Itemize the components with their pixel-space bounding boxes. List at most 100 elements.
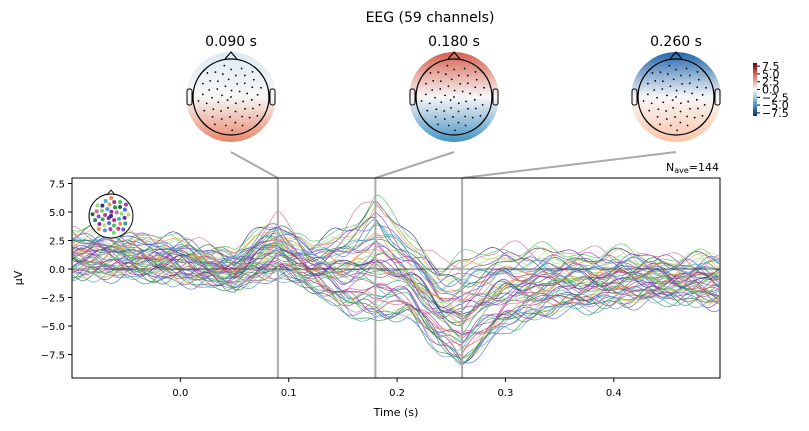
sensor-dot — [434, 115, 437, 118]
inset-sensor-dot — [118, 205, 123, 210]
sensor-dot — [666, 94, 668, 97]
inset-sensor-dot — [105, 206, 110, 211]
sensor-dot — [424, 93, 427, 96]
colorbar-tick-label: 0.0 — [762, 84, 780, 97]
sensor-dot — [209, 79, 212, 82]
inset-sensor-dot — [112, 199, 117, 204]
sensor-dot — [661, 80, 664, 83]
sensor-dot — [238, 90, 241, 93]
sensor-dot — [469, 92, 472, 95]
sensor-dot — [240, 67, 243, 70]
sensor-dot — [252, 78, 255, 81]
inset-sensor-dot — [100, 203, 105, 208]
sensor-dot — [656, 115, 659, 118]
sensor-dot — [420, 100, 423, 102]
x-axis-label: Time (s) — [373, 406, 419, 419]
sensor-dot — [248, 116, 251, 119]
sensor-dot — [656, 96, 659, 99]
sensor-dot — [217, 101, 220, 104]
sensor-dot — [666, 73, 669, 76]
channel-trace — [72, 201, 720, 269]
sensor-dot — [454, 129, 457, 132]
sensor-dot — [474, 70, 477, 73]
sensor-dot — [244, 107, 246, 110]
sensor-dot — [256, 114, 259, 117]
sensor-dot — [676, 129, 679, 132]
sensor-dot — [648, 109, 651, 112]
sensor-dot — [214, 71, 217, 74]
sensor-dot — [211, 96, 214, 99]
sensor-dot — [683, 90, 686, 93]
channel-trace — [72, 238, 720, 303]
channel-trace — [72, 216, 720, 288]
sensor-dot — [679, 102, 682, 105]
inset-sensor-dot — [90, 212, 95, 217]
sensor-dot — [211, 115, 214, 118]
sensor-dot — [241, 115, 244, 118]
sensor-dot — [705, 86, 707, 89]
sensor-dot — [657, 108, 660, 111]
inset-sensor-dot — [118, 221, 123, 226]
inset-sensor-dot — [108, 227, 113, 232]
sensor-dot — [688, 82, 691, 85]
sensor-dot — [662, 101, 665, 104]
inset-sensor-dot — [94, 209, 99, 214]
inset-sensor-dot — [102, 228, 107, 233]
channel-trace — [72, 246, 719, 320]
inset-sensor-dot — [97, 222, 102, 227]
right-ear-icon — [492, 88, 499, 106]
sensor-dot — [227, 78, 230, 81]
inset-sensor-dot — [112, 218, 117, 223]
sensor-dot — [671, 99, 674, 101]
head-outline — [637, 58, 715, 136]
channel-trace — [72, 256, 720, 335]
inset-sensor-dot — [107, 202, 112, 207]
inset-sensor-dot — [103, 199, 108, 204]
y-tick-label: −2.5 — [41, 294, 65, 305]
sensor-dot — [465, 100, 468, 103]
sensor-dot — [464, 124, 467, 127]
inset-sensor-dot — [109, 209, 114, 214]
sensor-dot — [234, 74, 237, 77]
sensor-dot — [428, 102, 431, 105]
sensor-dot — [697, 78, 700, 81]
sensor-dot — [231, 129, 234, 132]
sensor-dot — [703, 103, 706, 106]
x-tick-label: 0.2 — [389, 388, 405, 399]
channel-trace — [72, 218, 720, 284]
nose-icon — [669, 51, 683, 60]
sensor-dot — [250, 98, 253, 101]
sensor-dot — [679, 110, 682, 113]
sensor-dot — [444, 73, 447, 76]
sensor-dot — [463, 67, 466, 70]
sensor-dot — [242, 100, 245, 103]
figure-title: EEG (59 channels) — [366, 10, 495, 26]
head-outline — [415, 58, 493, 136]
sensor-dot — [642, 100, 645, 102]
sensor-dot — [260, 86, 262, 89]
left-ear-icon — [631, 88, 638, 106]
sensor-dot — [449, 99, 452, 101]
sensor-dot — [443, 110, 446, 112]
sensor-dot — [446, 64, 449, 67]
y-axis-label: µV — [12, 270, 25, 285]
sensor-dot — [229, 116, 231, 118]
inset-sensor-dot — [123, 202, 128, 207]
topomap: 0.260 s — [631, 34, 721, 142]
sensor-dot — [434, 96, 437, 99]
sensor-dot — [251, 86, 254, 89]
sensor-dot — [453, 89, 456, 92]
inset-nose-icon — [106, 189, 116, 196]
channel-trace — [72, 262, 720, 365]
sensor-dot — [425, 82, 427, 85]
inset-sensor-dot — [107, 221, 112, 226]
sensor-dot — [450, 106, 452, 109]
sensor-dot — [691, 92, 694, 95]
time-connectors — [230, 151, 677, 179]
sensor-dot — [437, 71, 440, 74]
sensor-dot — [457, 121, 460, 124]
sensor-dot — [674, 116, 676, 118]
topomap-title: 0.180 s — [428, 34, 480, 50]
sensor-dot — [205, 102, 208, 105]
